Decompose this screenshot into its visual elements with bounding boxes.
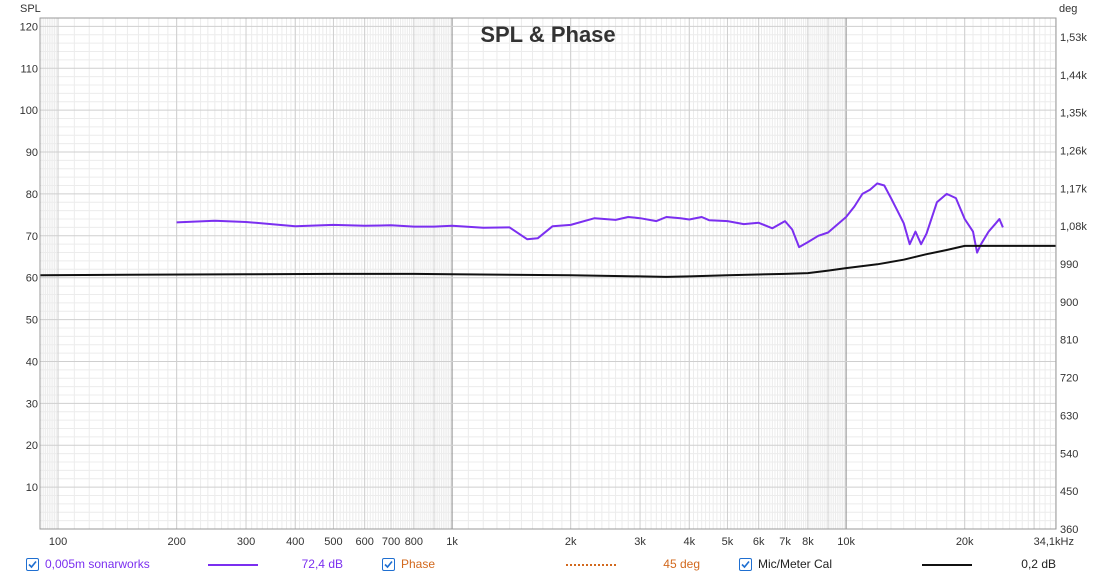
legend-swatch-mic-cal	[922, 564, 972, 566]
x-tick-label: 1k	[446, 536, 458, 548]
y-tick-label-left: 70	[26, 231, 38, 243]
y-tick-label-left: 30	[26, 398, 38, 410]
x-tick-label: 200	[167, 536, 185, 548]
y-tick-label-left: 50	[26, 315, 38, 327]
y-tick-label-left: 90	[26, 147, 38, 159]
x-tick-label: 400	[286, 536, 304, 548]
legend: 0,005m sonarworks 72,4 dB Phase 45 deg M…	[0, 554, 1109, 576]
y-tick-label-left: 20	[26, 440, 38, 452]
checkbox-phase[interactable]	[382, 557, 395, 571]
y-tick-label-right: 810	[1060, 335, 1078, 347]
y-tick-label-right: 630	[1060, 410, 1078, 422]
y-axis-left-label: SPL	[20, 3, 41, 15]
x-tick-label: 20k	[956, 536, 974, 548]
legend-item-phase[interactable]: Phase	[382, 554, 435, 574]
x-tick-label: 800	[405, 536, 423, 548]
x-axis-ticks: 100 200 300 400 500 600 700 800 1k 2k 3k 4k 5k 6k 7k 8k…	[49, 536, 1074, 548]
y-tick-label-right: 1,26k	[1060, 145, 1087, 157]
legend-swatch-phase	[566, 564, 616, 566]
y-tick-label-right: 1,35k	[1060, 108, 1087, 120]
y-tick-label-right: 1,08k	[1060, 221, 1087, 233]
checkbox-mic-cal[interactable]	[739, 557, 752, 571]
legend-value-phase: 45 deg	[663, 557, 700, 571]
checkbox-sonarworks[interactable]	[26, 557, 39, 571]
y-axis-right-ticks: 360 450 540 630 720 810 900 990 1,08k 1,17k 1,26k 1…	[1060, 32, 1087, 536]
x-tick-label: 5k	[722, 536, 734, 548]
y-axis-left-ticks: 10 20 30 40 50 60 70 80 90 100 110 120	[20, 21, 38, 494]
x-tick-label: 600	[355, 536, 373, 548]
y-tick-label-left: 40	[26, 356, 38, 368]
y-tick-label-right: 360	[1060, 524, 1078, 536]
y-tick-label-right: 540	[1060, 448, 1078, 460]
series-layer	[39, 182, 1056, 278]
legend-label-sonarworks: 0,005m sonarworks	[45, 557, 150, 571]
x-tick-label: 8k	[802, 536, 814, 548]
x-tick-label: 4k	[683, 536, 695, 548]
legend-item-sonarworks[interactable]: 0,005m sonarworks	[26, 554, 150, 574]
legend-swatch-sonarworks	[208, 564, 258, 566]
legend-item-mic-cal[interactable]: Mic/Meter Cal	[739, 554, 832, 574]
y-tick-label-left: 10	[26, 482, 38, 494]
y-tick-label-left: 100	[20, 105, 38, 117]
chart-title: SPL & Phase	[480, 22, 615, 47]
chart-grid	[40, 18, 1056, 529]
y-tick-label-left: 80	[26, 189, 38, 201]
y-tick-label-right: 990	[1060, 259, 1078, 271]
x-tick-label: 34,1kHz	[1034, 536, 1074, 548]
x-tick-label: 300	[237, 536, 255, 548]
legend-value-sonarworks: 72,4 dB	[301, 557, 343, 571]
y-tick-label-right: 1,44k	[1060, 70, 1087, 82]
series-line-mic-meter-cal	[39, 244, 1056, 278]
check-icon	[28, 560, 37, 568]
y-tick-label-right: 1,53k	[1060, 32, 1087, 44]
x-tick-label: 100	[49, 536, 67, 548]
x-tick-label: 6k	[753, 536, 765, 548]
plot-border	[39, 17, 1057, 530]
y-tick-label-left: 110	[20, 63, 38, 75]
y-tick-label-right: 900	[1060, 297, 1078, 309]
legend-value-mic-cal: 0,2 dB	[1021, 557, 1056, 571]
x-tick-label: 2k	[565, 536, 577, 548]
y-tick-label-right: 1,17k	[1060, 183, 1087, 195]
legend-label-mic-cal: Mic/Meter Cal	[758, 557, 833, 571]
y-tick-label-left: 120	[20, 21, 38, 33]
x-tick-label: 700	[382, 536, 400, 548]
y-tick-label-right: 720	[1060, 373, 1078, 385]
check-icon	[384, 560, 393, 568]
y-tick-label-right: 450	[1060, 486, 1078, 498]
legend-label-phase: Phase	[401, 557, 436, 571]
x-tick-label: 7k	[779, 536, 791, 548]
x-tick-label: 500	[324, 536, 342, 548]
spl-phase-chart: 100 200 300 400 500 600 700 800 1k 2k 3k 4k 5k 6k 7k 8k…	[20, 3, 1088, 548]
check-icon	[741, 560, 750, 568]
series-line-0-005m-sonarworks	[176, 182, 1004, 254]
y-tick-label-left: 60	[26, 273, 38, 285]
x-tick-label: 10k	[837, 536, 855, 548]
x-tick-label: 3k	[634, 536, 646, 548]
y-axis-right-label: deg	[1059, 3, 1077, 15]
